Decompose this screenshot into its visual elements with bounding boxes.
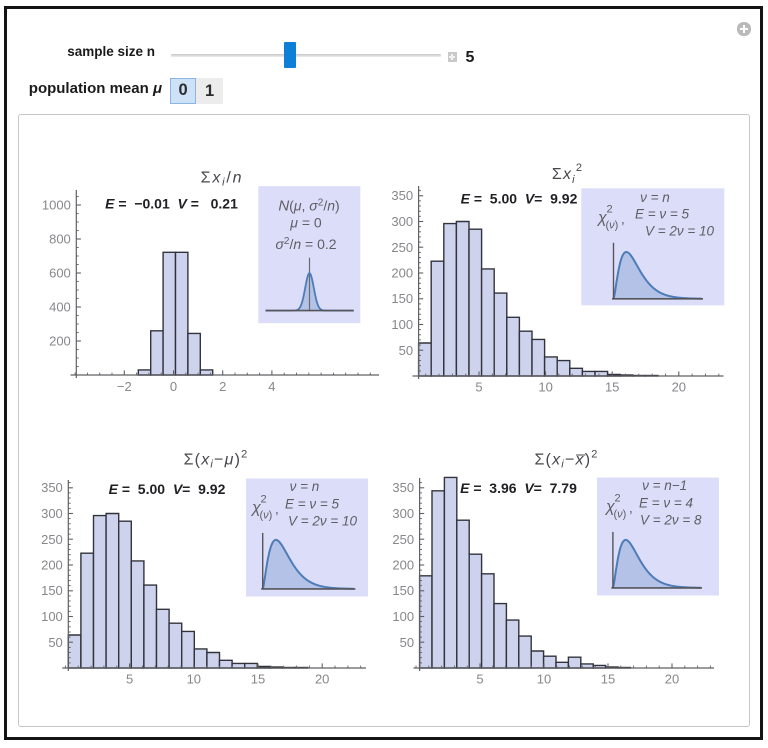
svg-text:E = ν = 4: E = ν = 4 [639,496,693,511]
svg-text:Σ(xi−x̅)2: Σ(xi−x̅)2 [534,449,598,471]
svg-text:5: 5 [126,672,133,687]
svg-text:250: 250 [392,532,414,547]
svg-text:E = ν = 5: E = ν = 5 [635,207,690,222]
svg-text:300: 300 [391,214,413,229]
svg-text:200: 200 [41,558,63,573]
svg-text:50: 50 [400,635,414,650]
svg-text:350: 350 [391,188,413,203]
svg-text:μ = 0: μ = 0 [289,215,322,231]
svg-text:0: 0 [170,379,177,394]
svg-text:150: 150 [41,583,63,598]
svg-text:(ν): (ν) [606,220,619,232]
svg-text:−2: −2 [117,379,132,394]
svg-text:,: , [621,212,625,227]
svg-text:Σxi/n: Σxi/n [201,170,244,189]
svg-text:50: 50 [48,635,62,650]
svg-text:(ν): (ν) [614,509,627,521]
svg-text:150: 150 [392,583,414,598]
svg-text:20: 20 [315,672,329,687]
svg-text:5: 5 [476,672,483,687]
svg-text:300: 300 [392,506,414,521]
svg-text:E = 5.00 V= 9.92: E = 5.00 V= 9.92 [109,481,226,497]
svg-text:ν = n: ν = n [290,479,320,494]
svg-text:χ: χ [604,499,615,516]
svg-text:300: 300 [41,506,63,521]
svg-text:250: 250 [391,240,413,255]
svg-text:χ: χ [250,500,261,517]
svg-text:150: 150 [391,291,413,306]
svg-text:10: 10 [537,672,551,687]
svg-text:15: 15 [251,672,265,687]
svg-text:10: 10 [187,672,201,687]
svg-text:E = ν = 5: E = ν = 5 [285,497,340,512]
svg-text:200: 200 [49,334,71,349]
svg-text:200: 200 [391,266,413,281]
svg-text:250: 250 [41,532,63,547]
svg-text:2: 2 [615,493,621,505]
svg-text:50: 50 [399,343,413,358]
svg-text:1000: 1000 [42,198,71,213]
svg-text:(ν): (ν) [260,510,273,522]
svg-text:σ2/n = 0.2: σ2/n = 0.2 [275,236,336,252]
svg-text:20: 20 [672,380,686,395]
svg-text:10: 10 [538,380,552,395]
svg-text:V = 2ν = 8: V = 2ν = 8 [640,513,702,528]
svg-text:600: 600 [49,266,71,281]
svg-text:N(μ, σ2/n): N(μ, σ2/n) [278,198,339,215]
svg-text:20: 20 [665,672,679,687]
svg-text:χ: χ [596,210,607,227]
svg-text:,: , [629,501,633,516]
svg-text:400: 400 [49,300,71,315]
svg-text:E = −0.01 V = 0.21: E = −0.01 V = 0.21 [105,196,238,212]
svg-text:V = 2ν = 10: V = 2ν = 10 [645,224,715,239]
svg-text:350: 350 [392,480,414,495]
svg-text:4: 4 [268,379,275,394]
svg-text:V = 2ν = 10: V = 2ν = 10 [288,514,358,529]
svg-text:Σxi2: Σxi2 [552,162,583,186]
svg-text:E = 3.96 V= 7.79: E = 3.96 V= 7.79 [460,480,577,496]
svg-text:ν = n−1: ν = n−1 [642,478,687,493]
svg-text:100: 100 [391,317,413,332]
svg-text:5: 5 [475,380,482,395]
svg-text:ν = n: ν = n [640,190,670,205]
svg-text:15: 15 [605,380,619,395]
svg-text:800: 800 [49,232,71,247]
svg-text:E = 5.00 V= 9.92: E = 5.00 V= 9.92 [461,191,578,207]
svg-text:350: 350 [41,480,63,495]
svg-text:,: , [275,502,279,517]
svg-text:2: 2 [607,204,613,216]
svg-text:100: 100 [41,609,63,624]
svg-text:15: 15 [601,672,615,687]
svg-text:100: 100 [392,609,414,624]
svg-text:200: 200 [392,558,414,573]
svg-text:2: 2 [261,494,267,506]
svg-text:2: 2 [219,379,226,394]
svg-text:Σ(xi−μ)2: Σ(xi−μ)2 [184,449,249,471]
